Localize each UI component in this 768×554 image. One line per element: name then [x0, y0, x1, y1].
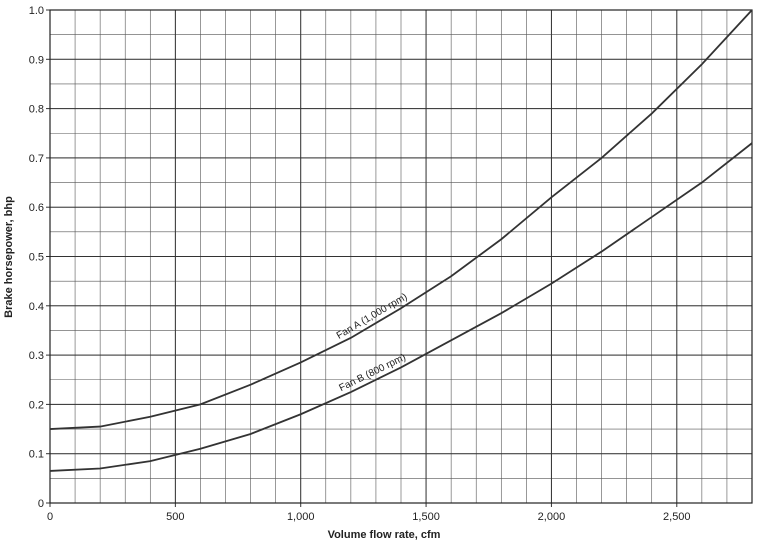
x-tick-label: 500 [166, 511, 184, 523]
line-series [49, 142, 753, 472]
y-tick-label: 0.9 [29, 54, 44, 66]
y-tick-label: 0.4 [29, 301, 44, 313]
y-tick-label: 0.1 [29, 449, 44, 461]
y-tick-label: 0 [38, 498, 44, 510]
y-axis-label: Brake horsepower, bhp [3, 196, 15, 318]
y-tick-label: 1.0 [29, 5, 44, 17]
y-tick-label: 0.6 [29, 202, 44, 214]
x-tick-label: 1,500 [412, 511, 440, 523]
line-series [49, 9, 753, 430]
y-tick-label: 0.2 [29, 399, 44, 411]
y-tick-label: 0.3 [29, 350, 44, 362]
x-tick-label: 2,500 [663, 511, 691, 523]
x-tick-label: 0 [47, 511, 53, 523]
x-axis-label: Volume flow rate, cfm [328, 529, 441, 541]
series-label: Fan B (800 rpm) [338, 352, 408, 394]
plot-frame [49, 9, 753, 504]
y-tick-label: 0.8 [29, 104, 44, 116]
y-tick-label: 0.7 [29, 153, 44, 165]
series-label: Fan A (1,000 rpm) [335, 292, 410, 342]
x-tick-label: 2,000 [538, 511, 566, 523]
y-tick-label: 0.5 [29, 252, 44, 264]
x-tick-label: 1,000 [287, 511, 315, 523]
